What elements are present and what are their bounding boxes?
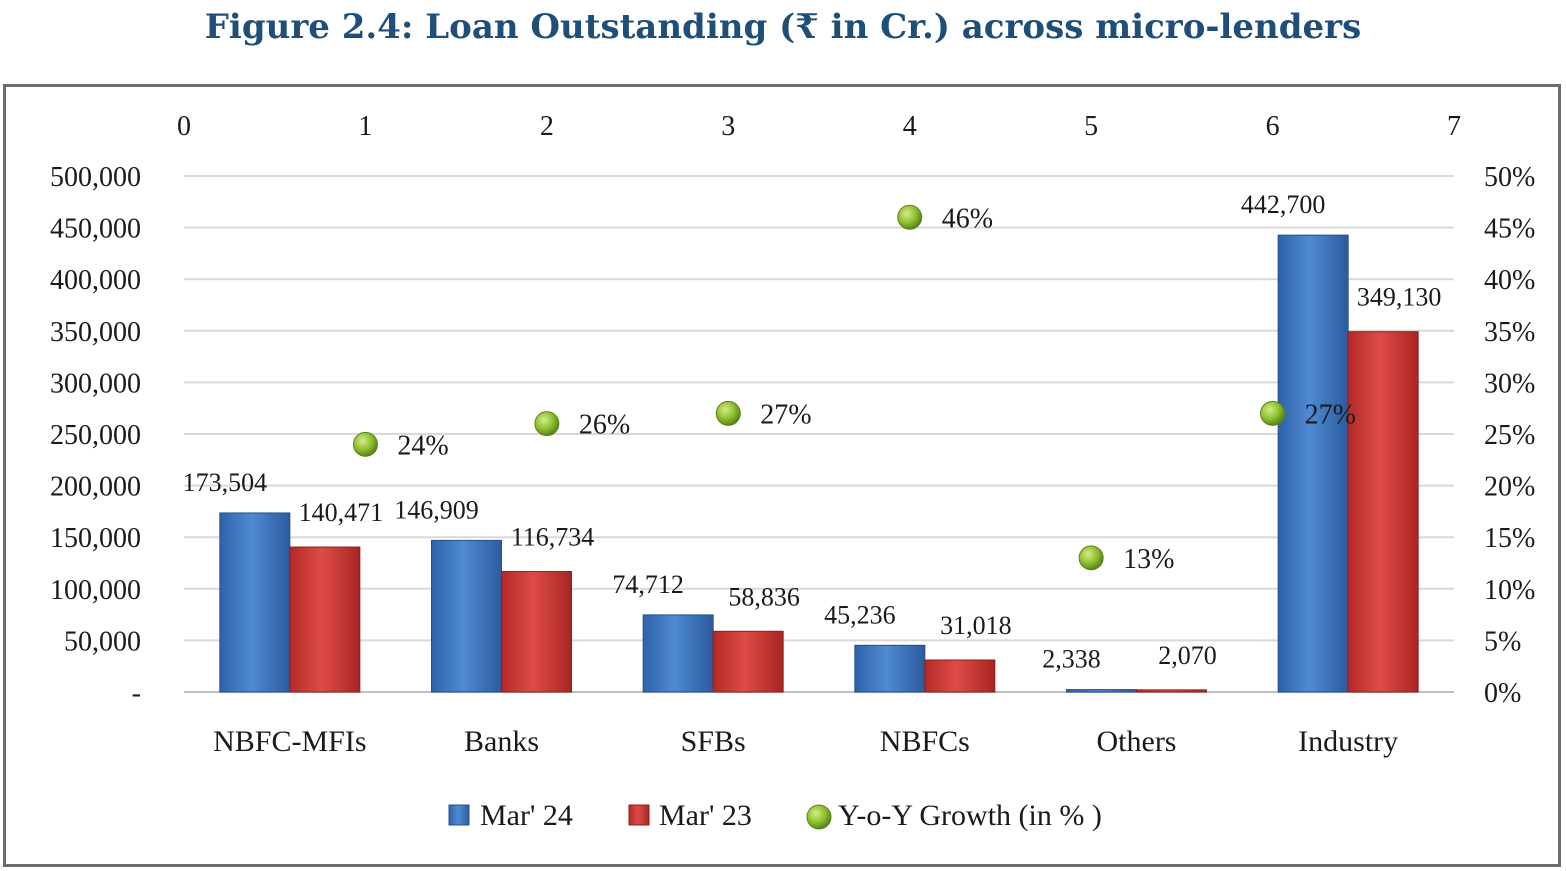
bar-mar24 [219,512,291,693]
bar-mar24 [854,644,926,693]
y-tick-label: 350,000 [50,317,141,348]
bar-value-label: 442,700 [1241,190,1326,219]
x2-tick-label: 4 [903,111,917,142]
bar-mar23 [289,546,361,693]
x2-tick-label: 1 [358,111,372,142]
y-tick-label: 100,000 [50,575,141,606]
bar-mar24 [1066,689,1137,693]
y-tick-label: - [132,678,141,709]
bar-value-label: 2,338 [1042,645,1101,674]
bar-value-label: 140,471 [299,498,384,527]
y-tick-label: 250,000 [50,420,141,451]
bar-value-label: 74,712 [612,570,684,599]
y-tick-label: 500,000 [50,162,141,193]
y2-tick-label: 40% [1484,265,1535,296]
legend-swatch-mar23 [628,804,650,826]
growth-point [1260,400,1286,426]
x2-tick-label: 0 [177,111,191,142]
bar-value-label: 31,018 [940,611,1012,640]
growth-point [715,400,741,426]
y-tick-label: 50,000 [64,626,141,657]
bar-value-label: 173,504 [183,468,268,497]
bar-value-label: 58,836 [728,582,800,611]
category-label: Banks [464,725,539,758]
category-label: Industry [1298,725,1398,758]
bar-value-label: 146,909 [394,495,479,524]
legend: Mar' 24 Mar' 23 Y-o-Y Growth (in % ) [448,799,1102,832]
bar-mar24 [431,539,502,693]
y-tick-label: 400,000 [50,265,141,296]
bar-data-labels: 173,504 140,471 146,909 116,734 74,712 58,836… [183,190,1442,673]
secondary-y-axis: 0% 5% 10% 15% 20% 25% 30% 35% 40% 45% 50% [1484,162,1535,709]
category-axis: NBFC-MFIs Banks SFBs NBFCs Others Industry [213,725,1398,758]
gridlines [184,175,1454,693]
growth-label: 27% [760,399,811,430]
category-label: SFBs [681,725,746,758]
y2-tick-label: 35% [1484,317,1535,348]
growth-points: 24% 26% 27% 46% 13% 27% [352,203,1356,575]
growth-label: 13% [1123,544,1174,575]
legend-label-mar24: Mar' 24 [480,799,573,832]
x2-tick-label: 6 [1266,111,1280,142]
category-label: Others [1097,725,1177,758]
chart-title: Figure 2.4: Loan Outstanding (₹ in Cr.) … [204,7,1362,47]
bar-mar23 [1136,689,1207,693]
growth-label: 26% [579,410,630,441]
y2-tick-label: 45% [1484,214,1535,245]
growth-point [534,411,560,437]
y2-tick-label: 10% [1484,575,1535,606]
x2-tick-label: 2 [540,111,554,142]
secondary-x-axis: 0 1 2 3 4 5 6 7 [177,111,1461,142]
y-tick-label: 450,000 [50,214,141,245]
y2-tick-label: 5% [1484,626,1521,657]
y2-tick-label: 15% [1484,523,1535,554]
category-label: NBFCs [880,725,970,758]
y2-tick-label: 50% [1484,162,1535,193]
category-label: NBFC-MFIs [213,725,366,758]
bar-mar23 [924,659,996,693]
y2-tick-label: 20% [1484,472,1535,503]
bar-mar24 [642,614,714,693]
growth-label: 27% [1305,399,1356,430]
growth-point [1078,545,1104,571]
bar-mar24 [1277,234,1349,693]
y-tick-label: 150,000 [50,523,141,554]
y2-tick-label: 30% [1484,368,1535,399]
bar-value-label: 2,070 [1158,641,1217,670]
legend-label-mar23: Mar' 23 [659,799,752,832]
x2-tick-label: 5 [1084,111,1098,142]
chart-canvas: - 50,000 100,000 150,000 200,000 250,000 300,0… [50,111,1535,832]
bar-value-label: 45,236 [824,600,896,629]
bar-value-label: 116,734 [511,523,595,552]
growth-label: 24% [397,430,448,461]
y-tick-label: 300,000 [50,368,141,399]
bars [219,234,1419,693]
growth-point [897,204,923,230]
x2-tick-label: 7 [1447,111,1461,142]
y2-tick-label: 25% [1484,420,1535,451]
bar-mar23 [1347,331,1419,693]
bar-mar23 [712,630,784,693]
growth-label: 46% [942,203,993,234]
x2-tick-label: 3 [721,111,735,142]
y-tick-label: 200,000 [50,472,141,503]
legend-label-growth: Y-o-Y Growth (in % ) [838,799,1102,832]
bar-value-label: 349,130 [1357,283,1442,312]
legend-swatch-mar24 [448,804,470,826]
growth-point [352,431,378,457]
y2-tick-label: 0% [1484,678,1521,709]
chart-frame: - 50,000 100,000 150,000 200,000 250,000 300,0… [3,84,1561,867]
legend-swatch-growth [806,804,832,830]
primary-y-axis: - 50,000 100,000 150,000 200,000 250,000 300,0… [50,162,141,709]
bar-mar23 [501,571,572,693]
